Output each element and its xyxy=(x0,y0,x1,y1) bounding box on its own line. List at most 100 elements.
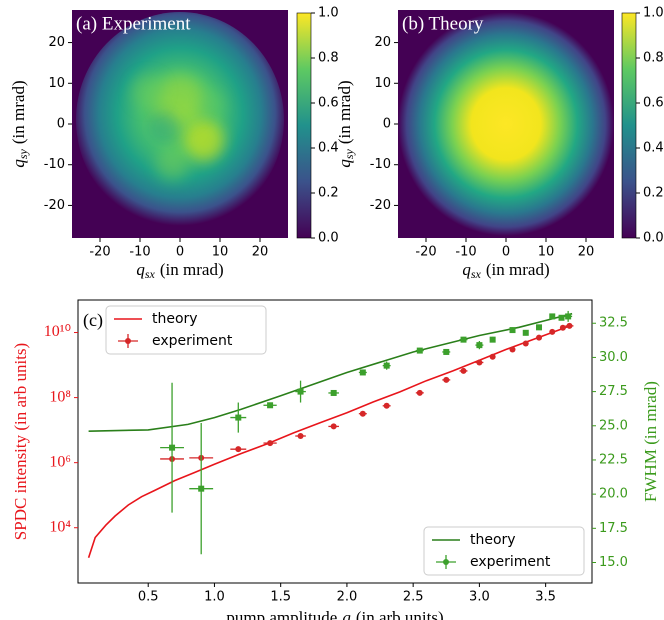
y-tick-label: -20 xyxy=(44,198,65,213)
data-point xyxy=(566,323,572,329)
data-point xyxy=(510,327,516,333)
colorbar-tick-label: 0.2 xyxy=(318,186,339,201)
x-tick-label: 2.5 xyxy=(403,590,424,605)
y-tick-label: -10 xyxy=(44,157,65,172)
x-tick-label: 0 xyxy=(502,245,510,260)
series-line xyxy=(89,325,572,558)
y-tick-label: 10 xyxy=(374,76,391,91)
y-tick-label: 10⁸ xyxy=(49,388,71,405)
panel-title: (c) xyxy=(83,310,103,331)
data-point xyxy=(417,348,423,354)
y2-tick-label: 22.5 xyxy=(599,452,628,467)
x-axis-text: pump amplitude xyxy=(226,608,337,620)
beam xyxy=(398,12,614,236)
heatmap xyxy=(398,10,614,238)
axis-unit: (in mrad) xyxy=(335,80,354,144)
x-tick-label: -10 xyxy=(129,245,150,260)
data-point xyxy=(298,389,304,395)
data-point xyxy=(490,337,496,343)
x-tick-label: -20 xyxy=(415,245,436,260)
y-tick-label: 10⁶ xyxy=(49,453,71,470)
y2-tick-label: 17.5 xyxy=(599,521,628,536)
data-point xyxy=(235,415,241,421)
y-tick-label: 10¹⁰ xyxy=(44,323,71,340)
data-point xyxy=(360,369,366,375)
legend-label: experiment xyxy=(470,554,551,570)
panel-title: (a) Experiment xyxy=(76,13,191,34)
colorbar-tick-label: 0.0 xyxy=(643,231,664,246)
data-point xyxy=(549,313,555,319)
axis-label: qsx(in mrad) xyxy=(462,260,549,281)
axis-unit: (in mrad) xyxy=(9,80,28,144)
data-point xyxy=(536,335,542,341)
colorbar-tick-label: 0.8 xyxy=(318,51,339,66)
data-point xyxy=(536,324,542,330)
x-tick-label: 3.5 xyxy=(535,590,556,605)
data-point xyxy=(523,330,529,336)
beam-spot xyxy=(148,112,180,145)
x-tick-label: 10 xyxy=(538,245,555,260)
colorbar-tick-label: 1.0 xyxy=(643,6,664,21)
beam-spot xyxy=(156,148,188,181)
x-tick-label: 1.5 xyxy=(270,590,291,605)
data-point xyxy=(560,325,566,331)
y-tick-label: -10 xyxy=(370,157,391,172)
axis-subscript: sy xyxy=(342,148,356,159)
y-tick-label: 20 xyxy=(48,35,65,50)
colorbar-tick-label: 0.0 xyxy=(318,231,339,246)
x-axis-label: pump amplitude g (in arb units) xyxy=(226,608,443,620)
y-tick-label: 0 xyxy=(57,117,65,132)
x-tick-label: 2.0 xyxy=(337,590,358,605)
data-point xyxy=(360,411,366,417)
colorbar-tick-label: 0.6 xyxy=(643,96,664,111)
beam-spot xyxy=(200,91,224,115)
data-point xyxy=(510,347,516,353)
axis-label: qsx(in mrad) xyxy=(136,260,223,281)
data-point xyxy=(331,390,337,396)
x-axis-unit: (in arb units) xyxy=(356,608,444,620)
x-tick-label: -10 xyxy=(455,245,476,260)
beam-spot xyxy=(184,120,224,161)
y2-tick-label: 27.5 xyxy=(599,384,628,399)
axis-unit: (in mrad) xyxy=(160,260,224,279)
legend-label: theory xyxy=(470,532,516,548)
y-tick-label: 10 xyxy=(48,76,65,91)
panel-title: (b) Theory xyxy=(402,13,484,34)
y-tick-label: 10⁴ xyxy=(49,518,71,535)
x-axis-symbol: g xyxy=(342,608,351,620)
colorbar-tick-label: 0.4 xyxy=(643,141,664,156)
axis-subscript: sy xyxy=(16,148,30,159)
data-point xyxy=(198,486,204,492)
data-point xyxy=(461,368,467,374)
axis-subscript: sx xyxy=(145,267,156,281)
x-tick-label: -20 xyxy=(89,245,110,260)
data-point xyxy=(298,433,304,439)
axis-subscript: sx xyxy=(471,267,482,281)
data-point xyxy=(267,440,273,446)
x-tick-label: 0 xyxy=(176,245,184,260)
data-point xyxy=(476,359,482,365)
data-point xyxy=(549,329,555,335)
data-point xyxy=(267,402,273,408)
y2-tick-label: 30.0 xyxy=(599,350,628,365)
data-point xyxy=(443,349,449,355)
y-axis-label: SPDC intensity (in arb units) xyxy=(11,343,30,540)
axis-label: qsy(in mrad) xyxy=(9,80,30,167)
data-point xyxy=(523,341,529,347)
y-tick-label: 0 xyxy=(383,117,391,132)
colorbar-tick-label: 1.0 xyxy=(318,6,339,21)
colorbar-tick-label: 0.2 xyxy=(643,186,664,201)
x-tick-label: 3.0 xyxy=(469,590,490,605)
y2-tick-label: 25.0 xyxy=(599,418,628,433)
data-point xyxy=(169,445,175,451)
x-tick-label: 1.0 xyxy=(204,590,225,605)
legend-marker xyxy=(125,338,131,344)
x-tick-label: 10 xyxy=(212,245,229,260)
y2-tick-label: 20.0 xyxy=(599,487,628,502)
data-point xyxy=(490,354,496,360)
colorbar-tick-label: 0.8 xyxy=(643,51,664,66)
data-point xyxy=(565,313,571,319)
legend-marker xyxy=(443,559,449,565)
heatmap xyxy=(72,10,288,238)
colorbar xyxy=(297,13,311,238)
